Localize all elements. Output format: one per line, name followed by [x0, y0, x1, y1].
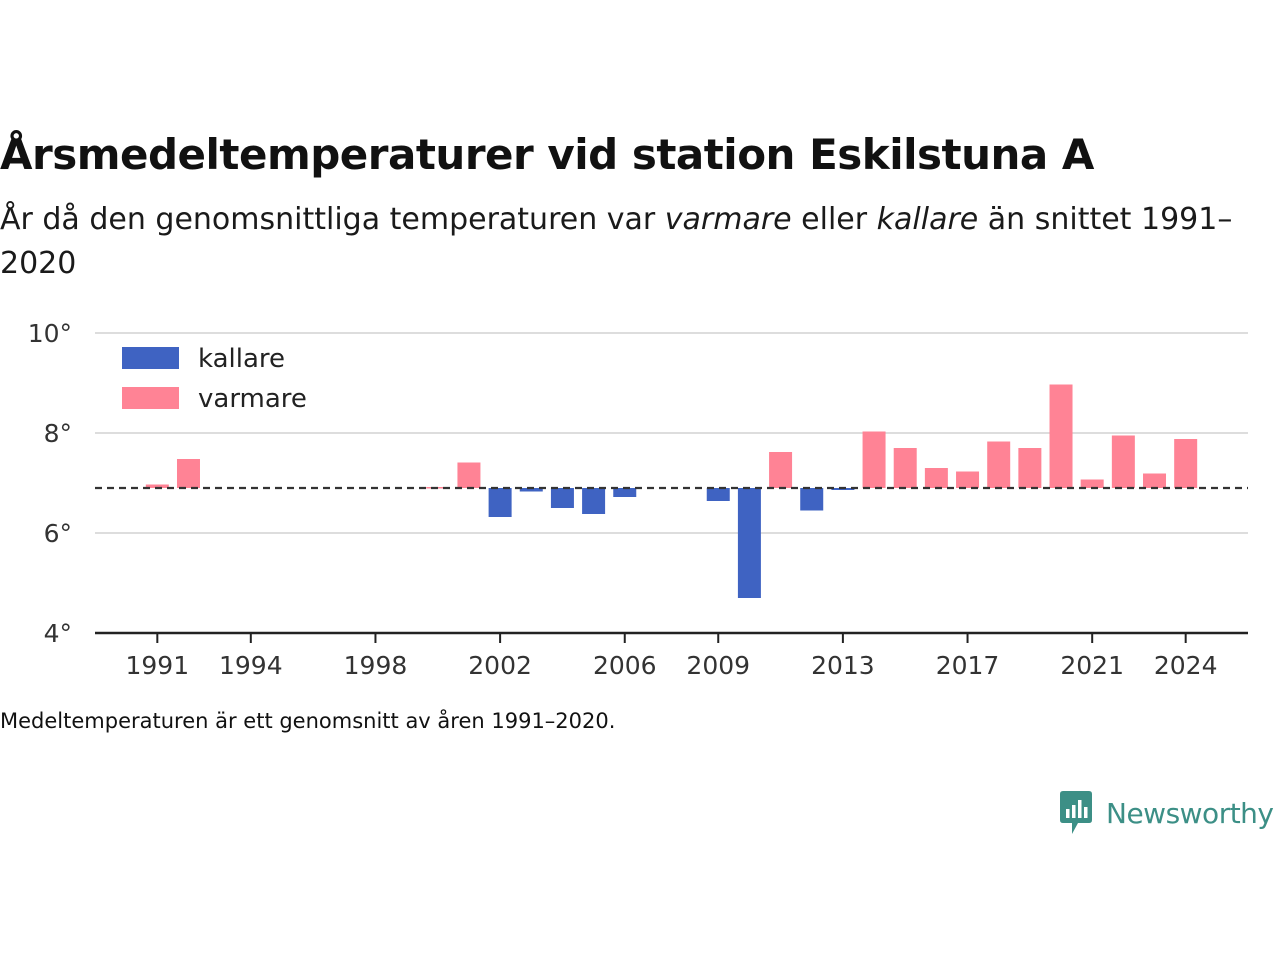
- bar-2004: [550, 488, 574, 508]
- bar-2006: [613, 488, 637, 497]
- legend-swatch-colder: [122, 347, 179, 369]
- legend-swatch-warmer: [122, 387, 179, 409]
- y-axis-tick-labels: 4° 6° 8° 10°: [28, 319, 72, 648]
- bar-2023: [1143, 473, 1167, 488]
- x-axis-tick-labels: 1991 1994 1998 2002 2006 2009 2013 2017 2021 2024: [126, 633, 1218, 680]
- bar-2022: [1111, 435, 1135, 488]
- x-tick-label-2006: 2006: [593, 651, 657, 680]
- bar-2003: [519, 488, 543, 492]
- x-tick-label-2017: 2017: [936, 651, 1000, 680]
- chart-title: Årsmedeltemperaturer vid station Eskilst…: [0, 130, 1094, 179]
- bar-2017: [956, 471, 980, 488]
- x-tick-label-2002: 2002: [468, 651, 532, 680]
- bar-2019: [1018, 448, 1042, 488]
- legend: kallare varmare: [122, 344, 307, 414]
- y-tick-label-4: 4°: [44, 619, 72, 648]
- bar-2001: [457, 462, 481, 488]
- y-tick-label-6: 6°: [44, 519, 72, 548]
- x-tick-label-2013: 2013: [811, 651, 875, 680]
- bar-2021: [1080, 479, 1104, 488]
- temperature-bar-chart: 4° 6° 8° 10° 1991 1994 1998 2002 2006 2009 2013 20…: [28, 319, 1248, 680]
- bar-1991: [145, 484, 169, 488]
- bar-2012: [800, 488, 824, 511]
- subtitle-text-3: än snittet 1991–2020: [0, 202, 1233, 281]
- bar-2024: [1174, 439, 1198, 488]
- legend-label-warmer: varmare: [198, 384, 307, 414]
- bar-1992: [176, 459, 200, 488]
- brand-name: Newsworthy: [1106, 796, 1274, 830]
- bar-2010: [737, 488, 761, 598]
- subtitle-colder-word: kallare: [876, 202, 979, 237]
- bar-2015: [893, 448, 917, 488]
- footnote: Medeltemperaturen är ett genomsnitt av å…: [0, 709, 616, 733]
- chart-subtitle: År då den genomsnittliga temperaturen va…: [0, 198, 1240, 286]
- newsworthy-logo: Newsworthy: [1058, 790, 1274, 836]
- bar-2002: [488, 488, 512, 517]
- legend-label-colder: kallare: [198, 344, 285, 374]
- bar-2009: [706, 488, 730, 501]
- x-tick-label-1991: 1991: [126, 651, 190, 680]
- subtitle-warmer-word: varmare: [664, 202, 792, 237]
- x-tick-label-1994: 1994: [219, 651, 283, 680]
- bar-2020: [1049, 384, 1073, 488]
- x-tick-label-2024: 2024: [1154, 651, 1218, 680]
- subtitle-text-1: År då den genomsnittliga temperaturen va…: [0, 202, 665, 237]
- bar-2011: [769, 452, 793, 488]
- x-tick-label-2021: 2021: [1060, 651, 1124, 680]
- x-tick-label-2009: 2009: [686, 651, 750, 680]
- bars: [145, 384, 1198, 598]
- x-tick-label-1998: 1998: [344, 651, 408, 680]
- y-tick-label-10: 10°: [28, 319, 72, 348]
- bar-2016: [924, 468, 948, 488]
- bar-2014: [862, 431, 886, 488]
- bar-2018: [987, 441, 1011, 488]
- y-tick-label-8: 8°: [44, 419, 72, 448]
- bar-2005: [582, 488, 606, 514]
- newsworthy-chart-bubble-icon: [1060, 791, 1092, 834]
- subtitle-text-2: eller: [791, 202, 877, 237]
